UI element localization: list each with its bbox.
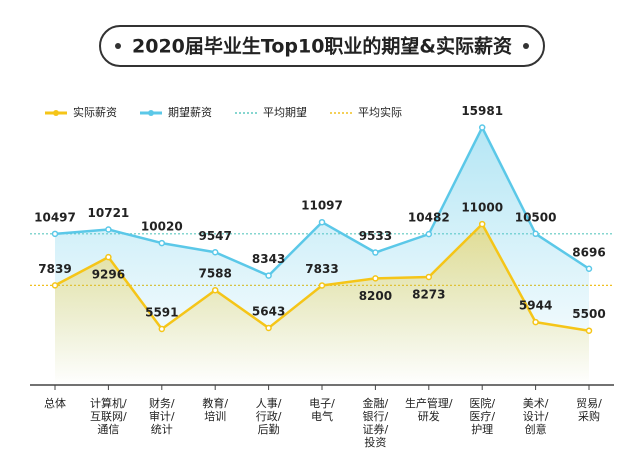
x-tick-label: 总体 (44, 397, 66, 410)
x-tick-label: 教育/ 培训 (202, 397, 229, 423)
marker (425, 273, 433, 281)
data-label: 9296 (92, 268, 125, 282)
chart-title: 2020届毕业生Top10职业的期望&实际薪资 (132, 35, 512, 58)
legend-label: 实际薪资 (73, 105, 117, 119)
marker (585, 327, 593, 334)
marker (158, 325, 166, 333)
data-label: 9533 (359, 229, 392, 243)
marker (372, 249, 379, 256)
x-tick-label: 医院/ 医疗/ 护理 (469, 397, 496, 436)
x-tick-label: 美术/ 设计/ 创意 (522, 397, 549, 436)
data-label: 9547 (198, 229, 231, 243)
marker (211, 286, 219, 294)
marker (265, 324, 272, 332)
data-label: 11097 (301, 199, 343, 213)
x-tick-label: 贸易/ 采购 (576, 397, 602, 423)
data-label: 10482 (408, 211, 450, 225)
title-bullet (115, 43, 121, 49)
marker (318, 282, 326, 289)
data-label: 8343 (252, 252, 285, 266)
marker (425, 230, 433, 238)
legend-dot (53, 110, 59, 116)
marker (51, 282, 59, 289)
x-tick-label: 计算机/ 互联网/ 通信 (90, 397, 127, 436)
data-label: 10020 (141, 220, 183, 234)
legend-label: 平均期望 (263, 106, 307, 119)
x-tick-label: 财务/ 审计/ 统计 (148, 397, 175, 436)
data-label: 7588 (198, 267, 231, 281)
area (55, 224, 589, 385)
marker (318, 218, 326, 226)
data-label: 8696 (572, 245, 605, 259)
legend-dot (148, 110, 154, 116)
title-box (99, 25, 545, 67)
marker (478, 220, 486, 228)
data-label: 10721 (88, 206, 130, 220)
x-tick-label: 人事/ 行政/ 后勤 (255, 397, 282, 436)
data-label: 5591 (145, 305, 178, 319)
data-label: 5643 (252, 304, 285, 318)
data-label: 15981 (461, 104, 503, 118)
legend-label: 期望薪资 (168, 106, 212, 119)
marker (105, 226, 112, 233)
data-label: 8273 (412, 287, 445, 301)
data-label: 11000 (461, 201, 503, 215)
marker (532, 318, 539, 326)
data-label: 10497 (34, 210, 76, 224)
data-label: 5500 (572, 307, 605, 321)
marker (265, 272, 272, 279)
marker (372, 275, 379, 282)
legend-label: 平均实际 (358, 105, 402, 119)
x-tick-label: 电子/ 电气 (309, 397, 335, 423)
data-label: 10500 (515, 210, 557, 224)
title-bullet (523, 43, 529, 49)
x-tick-label: 生产管理/ 研发 (404, 397, 453, 423)
data-label: 7839 (38, 262, 71, 276)
marker (532, 230, 539, 238)
marker (211, 249, 219, 256)
marker (105, 253, 112, 261)
marker (478, 124, 486, 131)
marker (51, 230, 59, 238)
marker (158, 239, 166, 247)
x-tick-label: 金融/ 银行/ 证券/ 投资 (362, 397, 389, 449)
data-label: 5944 (519, 299, 552, 313)
data-label: 8200 (359, 289, 392, 303)
data-label: 7833 (305, 262, 338, 276)
marker (585, 265, 593, 273)
